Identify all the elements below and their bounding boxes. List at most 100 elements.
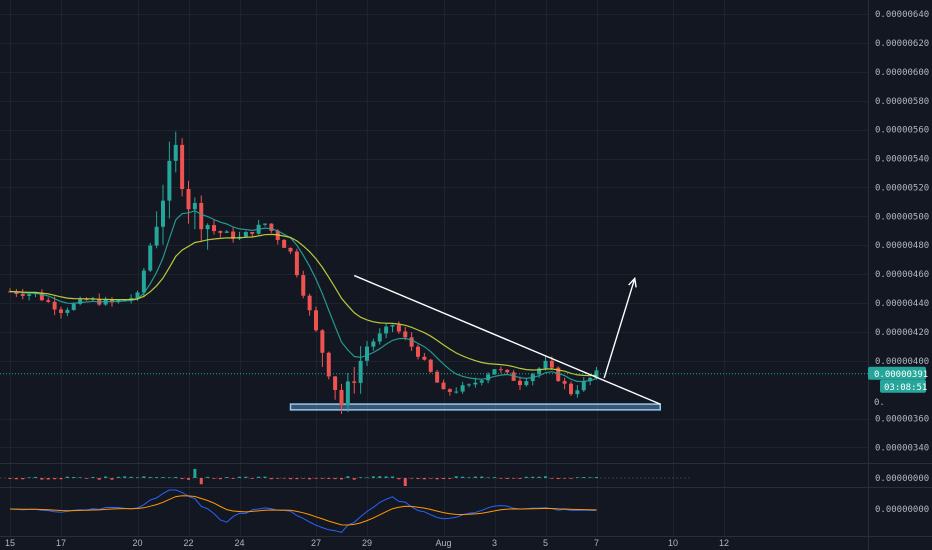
candle-body — [205, 225, 210, 230]
volume-bar — [199, 478, 203, 485]
candle-body — [224, 231, 229, 233]
candle-body — [422, 356, 427, 360]
volume-bar — [301, 478, 305, 479]
candle-body — [581, 381, 586, 391]
volume-bar — [544, 476, 547, 478]
volume-bar — [569, 478, 573, 479]
candle-body — [320, 330, 325, 353]
candle-body — [543, 360, 548, 369]
volume-bar — [359, 477, 363, 478]
countdown-badge-bg — [880, 379, 926, 393]
volume-bar — [129, 476, 133, 478]
candle-body — [511, 372, 516, 381]
y-tick-label: 0.00000540 — [875, 155, 929, 165]
volume-bar — [193, 468, 197, 478]
y-tick-label: 0.00000520 — [875, 183, 929, 193]
candle-body — [212, 225, 216, 232]
volume-bar — [155, 477, 159, 478]
candle-body — [537, 368, 542, 375]
volume-bar — [422, 478, 426, 480]
volume-bar — [327, 478, 331, 479]
volume-bar — [493, 477, 496, 478]
volume-bar — [276, 478, 280, 479]
ema-fast-line — [9, 210, 597, 383]
y-tick-label: 0.00000480 — [875, 241, 929, 251]
volume-bar — [416, 478, 420, 479]
support-zone — [289, 403, 661, 411]
candle-body — [65, 309, 70, 313]
candle-body — [167, 160, 172, 201]
volume-bar — [397, 478, 401, 480]
volume-bar — [8, 478, 12, 480]
candle-body — [428, 359, 433, 372]
volume-bar — [53, 478, 57, 480]
oscillator-panel — [9, 489, 597, 533]
volume-bar — [27, 477, 31, 478]
candle-body — [33, 293, 38, 295]
volume-bar — [480, 476, 484, 478]
y-tick-label: 0.00000440 — [875, 299, 929, 309]
volume-bar — [14, 478, 18, 480]
volume-bar — [333, 478, 337, 480]
candle-body — [549, 360, 554, 368]
volume-bar — [556, 478, 560, 480]
candle-body — [352, 381, 357, 383]
volume-bar — [461, 476, 465, 478]
volume-bar — [403, 478, 407, 486]
candle-body — [231, 231, 236, 239]
candle-body — [556, 367, 561, 382]
volume-bar — [244, 476, 248, 478]
volume-bar — [295, 478, 299, 480]
x-tick-label: 3 — [492, 538, 497, 548]
y-tick-label: 0.00000600 — [875, 68, 929, 78]
y-tick-label: 0.00000460 — [875, 270, 929, 280]
volume-bar — [595, 477, 598, 478]
volume-bar — [167, 477, 171, 478]
candle-body — [14, 291, 19, 295]
x-tick-label: 15 — [5, 538, 15, 548]
candle-body — [365, 346, 369, 361]
candle-body — [141, 270, 146, 293]
candle-body — [135, 292, 140, 299]
volume-bar — [384, 476, 388, 478]
volume-bar — [263, 476, 267, 478]
support-rectangle — [289, 403, 661, 411]
projection-arrow-shaft — [603, 278, 636, 379]
x-axis: 15 17 20 22 24 27 29 Aug 3 5 7 10 12 — [5, 538, 729, 548]
x-tick-label: 27 — [311, 538, 321, 548]
volume-bar — [505, 478, 509, 479]
candle-body — [479, 380, 484, 383]
candle-body — [59, 309, 63, 313]
volume-bar — [116, 476, 120, 478]
candle-body — [218, 231, 223, 233]
x-tick-label: 24 — [234, 538, 244, 548]
volume-bar — [582, 477, 586, 478]
candle-body — [569, 383, 573, 395]
candle-body — [588, 377, 593, 382]
candle-body — [498, 369, 503, 371]
volume-bar — [40, 478, 44, 480]
candle-body — [473, 382, 478, 385]
volume-bar — [46, 478, 50, 480]
candle-body — [52, 301, 57, 310]
volume-bar — [391, 476, 394, 478]
candle-body — [122, 299, 127, 301]
x-tick-label: 10 — [668, 538, 678, 548]
candle-body — [396, 325, 401, 332]
x-tick-label: 5 — [543, 538, 548, 548]
x-tick-label: Aug — [435, 538, 451, 548]
volume-bar — [314, 478, 318, 479]
price-badge-bg — [868, 366, 926, 380]
y-tick-label: 0.00000640 — [875, 10, 929, 20]
volume-bar — [289, 478, 292, 480]
candle-body — [416, 346, 420, 357]
candle-body — [524, 381, 529, 386]
candle-body — [467, 384, 471, 386]
volume-bar — [142, 476, 146, 478]
volume-bar — [97, 478, 101, 480]
price-badge: 0.00000391 03:08:51 0. — [868, 366, 928, 408]
volume-bar — [231, 478, 235, 479]
volume-bar — [575, 477, 579, 478]
volume-bar — [59, 478, 63, 480]
